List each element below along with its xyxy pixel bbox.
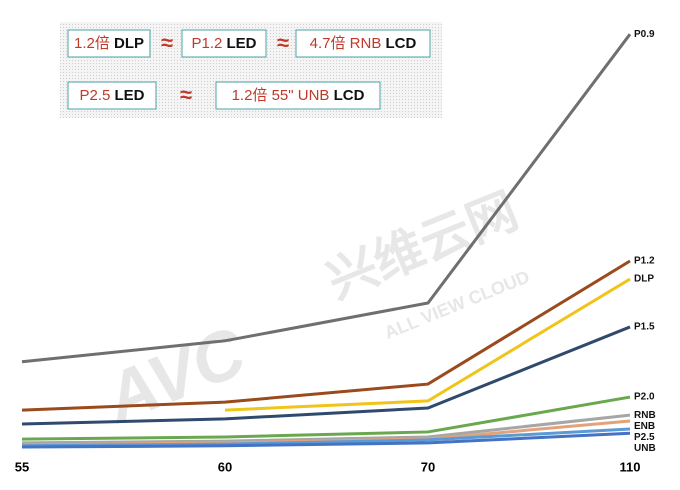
annotation-red: 1.2倍 55" UNB <box>232 87 330 104</box>
annotation-box <box>295 29 431 58</box>
annotation-text: 4.7倍 RNB LCD <box>310 35 417 52</box>
approx-sign: ≈ <box>161 30 173 55</box>
series-line <box>21 33 632 364</box>
x-tick-label: 70 <box>421 459 435 474</box>
annotation-box <box>181 29 267 58</box>
series-line <box>21 325 631 426</box>
annotation-black: DLP <box>114 35 144 52</box>
series-label: DLP <box>634 274 654 285</box>
series-label: P1.5 <box>634 322 655 333</box>
x-tick-label: 110 <box>620 459 641 474</box>
series-label: P0.9 <box>634 29 655 40</box>
annotation-text: P2.5 LED <box>79 87 144 104</box>
annotation-black: LED <box>227 35 257 52</box>
annotation-box <box>67 81 157 110</box>
x-tick-label: 55 <box>15 459 29 474</box>
annotation-text: P1.2 LED <box>191 35 256 52</box>
approx-sign: ≈ <box>180 82 192 107</box>
series-label: ENB <box>634 421 655 432</box>
series-label: P2.0 <box>634 392 655 403</box>
series-label: P2.5 <box>634 432 655 443</box>
x-tick-label: 60 <box>218 459 232 474</box>
annotation-box <box>215 81 381 110</box>
series-label: RNB <box>634 410 656 421</box>
annotation-red: P1.2 <box>191 35 222 52</box>
series-label: UNB <box>634 443 656 454</box>
annotation-black: LED <box>115 87 145 104</box>
approx-sign: ≈ <box>277 30 289 55</box>
annotation-text: 1.2倍 DLP <box>74 35 144 52</box>
watermark: AVC 兴维云网 ALL VIEW CLOUD <box>92 182 532 438</box>
annotation-red: 1.2倍 <box>74 35 110 52</box>
annotation-red: 4.7倍 RNB <box>310 35 382 52</box>
annotation-red: P2.5 <box>79 87 110 104</box>
annotation-text: 1.2倍 55" UNB LCD <box>232 87 365 104</box>
series-line <box>21 259 631 412</box>
series-label: P1.2 <box>634 256 655 267</box>
series-line <box>21 395 631 441</box>
annotation-black: LCD <box>386 35 417 52</box>
series-line <box>21 413 631 445</box>
series-line <box>224 277 631 412</box>
annotation-black: LCD <box>334 87 365 104</box>
annotation-box <box>67 29 151 58</box>
series-line <box>21 431 631 449</box>
